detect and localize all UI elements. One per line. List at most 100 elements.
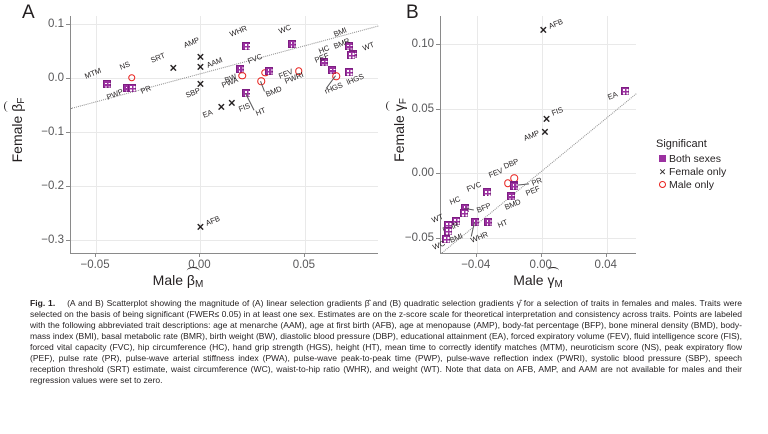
point-label-wt: WT: [429, 211, 444, 225]
panel-a-axes: MTM NS PWP PR ✕ SRT ✕ AMP ✕ AAM ✕ SBP ✕ EA ✕ FIS BW WHR PW…: [70, 16, 379, 254]
point-label-fvc: FVC: [464, 180, 482, 195]
legend-item-both-sexes: Both sexes: [656, 153, 726, 165]
data-point-bmr: [451, 216, 460, 225]
legend-item-male-only: Male only: [656, 179, 726, 191]
legend-circle-icon: [656, 180, 669, 190]
point-label-pwp: PWP: [105, 87, 125, 102]
panel-a-x-sub: M: [194, 279, 204, 290]
point-label-afb: AFB: [204, 213, 222, 228]
data-point-ea: [620, 86, 629, 95]
gridline-horizontal: [441, 44, 636, 46]
y-tick-label: −0.2: [41, 179, 64, 192]
gridline-horizontal: [71, 77, 378, 79]
x-tick: [475, 253, 477, 257]
data-point-bmd: [257, 77, 265, 85]
legend-item-female-only: ✕ Female only: [656, 166, 726, 178]
figure-caption: Fig. 1. (A and B) Scatterplot showing th…: [30, 298, 742, 386]
y-tick: [436, 44, 440, 46]
gridline-horizontal: [71, 131, 378, 133]
data-point-fis: ✕: [542, 114, 551, 126]
panel-a: A MTM NS PWP PR ✕ SRT ✕ AMP ✕ AAM ✕ SBP ✕ EA ✕ FIS BW WHR…: [0, 0, 392, 292]
gridline-horizontal: [441, 237, 636, 239]
data-point-whr: [471, 218, 480, 227]
x-tick-label: 0.00: [188, 259, 211, 271]
x-tick-label: 0.05: [292, 259, 316, 271]
y-tick: [66, 239, 70, 241]
point-label-ht: HT: [496, 217, 510, 230]
y-tick: [66, 24, 70, 26]
x-tick-label: 0.00: [529, 259, 552, 271]
gridline-horizontal: [71, 239, 378, 241]
figure-caption-text: (A and B) Scatterplot showing the magnit…: [30, 298, 743, 386]
point-label-bmd: BMD: [264, 84, 284, 99]
point-label-srt: SRT: [149, 51, 167, 65]
data-point-pr: [127, 83, 136, 92]
legend-cross-icon: ✕: [658, 166, 667, 177]
y-tick: [66, 131, 70, 133]
point-label-whr: WHR: [228, 23, 249, 39]
panel-b-axes: ✕AFB✕FIS✕AMPEADBPFEVPRPEFFVCBMDBFPHCBMRW…: [430, 16, 637, 254]
panel-b-y-prefix: Female: [391, 111, 407, 162]
data-point-bmd: [506, 192, 515, 201]
panel-a-y-symbol: β: [9, 103, 25, 112]
x-tick: [95, 253, 97, 257]
y-tick-label: −0.05: [404, 231, 434, 244]
data-point-aam: ✕: [196, 62, 205, 74]
y-tick-label: −0.1: [41, 125, 64, 138]
point-label-ht: HT: [254, 105, 268, 118]
gridline-vertical: [96, 16, 98, 253]
y-tick: [436, 237, 440, 239]
point-label-afb: AFB: [547, 17, 565, 32]
data-point-bmi: [443, 227, 452, 236]
data-point-bmr: [346, 50, 355, 59]
figure-label: Fig. 1.: [30, 298, 56, 308]
x-tick-label: 0.04: [594, 259, 617, 271]
gridline-horizontal: [441, 108, 636, 110]
point-label-wt: WT: [361, 40, 376, 53]
x-tick: [540, 253, 542, 257]
gridline-vertical: [476, 16, 478, 253]
data-point-ht: [484, 218, 493, 227]
x-tick: [303, 253, 305, 257]
y-tick-label: 0.1: [48, 18, 64, 31]
data-point-amp: ✕: [540, 127, 550, 139]
panel-b-x-prefix: Male: [513, 272, 548, 288]
panel-b-letter: B: [406, 2, 419, 23]
plot-area: A MTM NS PWP PR ✕ SRT ✕ AMP ✕ AAM ✕ SBP ✕ EA ✕ FIS BW WHR…: [0, 0, 726, 292]
data-point-pwa: [238, 72, 246, 80]
panel-b-x-symbol: γ: [547, 272, 555, 288]
data-point-ea: ✕: [217, 102, 226, 114]
legend: Significant Both sexes ✕ Female only Mal…: [656, 138, 726, 192]
data-point-wc: [441, 234, 450, 243]
gridline-vertical: [200, 16, 202, 253]
point-label-sbp: SBP: [184, 85, 202, 100]
y-tick-label: 0.10: [411, 38, 434, 51]
data-point-whr: [242, 41, 251, 50]
data-point-fis: ✕: [227, 98, 236, 110]
y-tick-label: −0.3: [41, 233, 64, 246]
y-tick-label: 0.00: [411, 167, 434, 180]
data-point-afb: ✕: [539, 25, 548, 37]
point-label-pr: PR: [138, 83, 152, 96]
panel-a-x-prefix: Male: [152, 272, 187, 288]
legend-item-label: Male only: [669, 179, 714, 191]
data-point-ns: [127, 74, 136, 82]
y-tick: [66, 77, 70, 79]
gridline-horizontal: [71, 185, 378, 187]
point-label-ea: EA: [201, 107, 215, 120]
data-point-lhgs: [344, 68, 353, 77]
legend-title: Significant: [656, 138, 707, 150]
point-label-amp: AMP: [182, 35, 202, 50]
x-tick: [605, 253, 607, 257]
point-label-aam: AAM: [205, 55, 225, 70]
point-label-ns: NS: [117, 59, 131, 72]
panel-a-y-sub: F: [16, 97, 27, 104]
panel-b-x-axis-title: Male γM: [513, 267, 563, 290]
gridline-vertical: [304, 16, 306, 253]
x-tick-label: −0.04: [461, 259, 491, 271]
data-point-wc: [288, 40, 297, 48]
data-point-rhgs: [332, 72, 340, 81]
panel-a-x-axis-title: Male βM: [152, 267, 204, 290]
legend-item-label: Both sexes: [669, 153, 721, 165]
